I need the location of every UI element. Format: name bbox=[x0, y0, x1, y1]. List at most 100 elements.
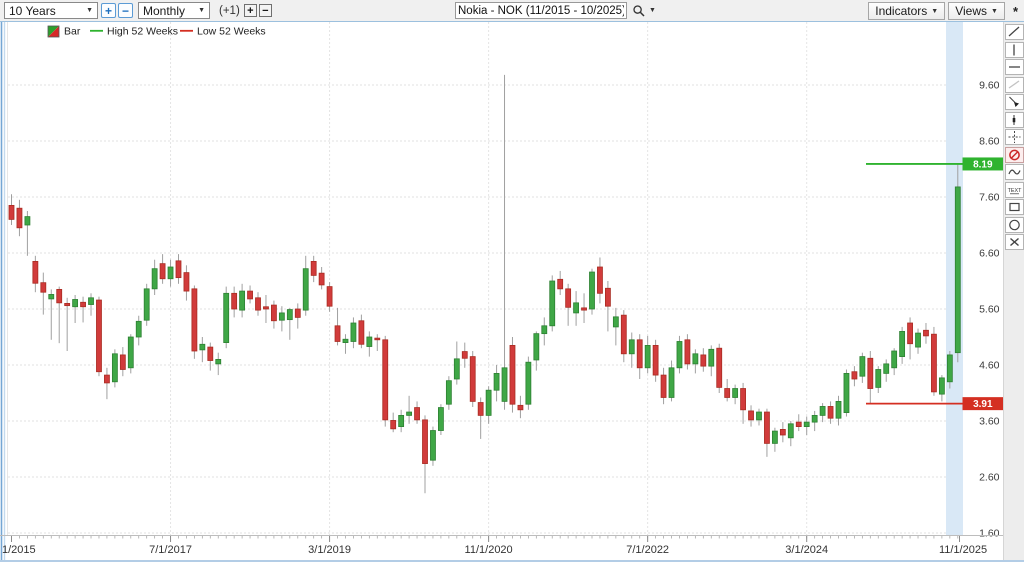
tool-freehand-draw[interactable] bbox=[1005, 164, 1024, 180]
candle-body bbox=[883, 363, 890, 374]
candle-body bbox=[771, 430, 778, 444]
candle-body bbox=[72, 299, 79, 308]
candle-body bbox=[891, 350, 898, 369]
indicators-button[interactable]: Indicators ▼ bbox=[868, 2, 946, 20]
x-tick-label: 1/2015 bbox=[2, 544, 36, 556]
candle-body bbox=[223, 292, 230, 344]
candle-body bbox=[787, 423, 794, 439]
candle-body bbox=[636, 339, 643, 369]
candle-body bbox=[119, 354, 126, 370]
low-52w-badge bbox=[962, 397, 1003, 411]
x-tick-label: 3/1/2024 bbox=[785, 544, 828, 556]
candle-body bbox=[461, 351, 468, 359]
candle-body bbox=[111, 353, 118, 383]
price-chart[interactable]: 9.60 8.60 7.60 6.60 5.60 4.60 3.60 2.60 1.60 Bar H… bbox=[0, 22, 1003, 562]
window-bottom-edge bbox=[0, 560, 1024, 562]
y-tick-label: 9.60 bbox=[979, 80, 1000, 92]
no-drawing-mode-icon bbox=[1009, 149, 1020, 160]
offset-minus-button[interactable]: − bbox=[258, 4, 272, 17]
candle-body bbox=[453, 358, 460, 380]
tool-vertical-line[interactable] bbox=[1005, 41, 1024, 58]
candle-body bbox=[143, 288, 150, 321]
candle-body bbox=[247, 290, 253, 300]
tool-ellipse[interactable] bbox=[1005, 216, 1024, 233]
period-select-value: Monthly bbox=[143, 3, 186, 18]
candle-body bbox=[16, 207, 23, 229]
zoom-out-button[interactable]: − bbox=[118, 3, 133, 18]
candle-body bbox=[278, 312, 285, 321]
ellipse-icon bbox=[1009, 219, 1020, 230]
candle-body bbox=[859, 356, 866, 377]
tool-ray-line[interactable] bbox=[1005, 76, 1024, 93]
candle-body bbox=[406, 411, 413, 416]
tool-trend-line[interactable] bbox=[1005, 24, 1024, 40]
candle-body bbox=[509, 344, 516, 405]
horizontal-line-icon bbox=[1009, 66, 1020, 68]
candle-body bbox=[764, 411, 770, 444]
candle-body bbox=[549, 280, 556, 327]
candle-body bbox=[954, 186, 961, 354]
y-tick-label: 6.60 bbox=[979, 248, 1000, 260]
candle-body bbox=[620, 314, 627, 355]
y-tick-label: 2.60 bbox=[979, 472, 1000, 484]
range-select[interactable]: 10 Years ▼ bbox=[4, 2, 98, 19]
symbol-range-input[interactable] bbox=[455, 2, 627, 19]
candle-body bbox=[342, 338, 349, 343]
toolbar-overflow-star[interactable]: * bbox=[1012, 3, 1018, 19]
candle-body bbox=[56, 288, 63, 304]
candle-body bbox=[32, 260, 39, 284]
views-button[interactable]: Views ▼ bbox=[948, 2, 1005, 20]
candle-body bbox=[199, 343, 206, 351]
chevron-down-icon: ▼ bbox=[198, 7, 205, 14]
zoom-in-button[interactable]: + bbox=[101, 3, 116, 18]
candles bbox=[8, 74, 961, 494]
candle-body bbox=[159, 263, 166, 280]
tool-delete-drawings[interactable] bbox=[1005, 234, 1024, 250]
candle-body bbox=[835, 400, 842, 419]
bar-legend-icon[interactable] bbox=[47, 25, 60, 38]
ray-line-icon bbox=[1008, 79, 1020, 89]
candle-body bbox=[239, 290, 246, 311]
candle-body bbox=[589, 271, 595, 310]
legend-bar-label[interactable]: Bar bbox=[64, 26, 81, 38]
candle-body bbox=[843, 372, 850, 413]
candle-body bbox=[215, 358, 222, 365]
candle-body bbox=[946, 354, 953, 383]
candle-body bbox=[271, 304, 277, 322]
views-button-label: Views bbox=[955, 4, 987, 18]
y-tick-label: 1.60 bbox=[979, 528, 1000, 540]
candle-body bbox=[366, 336, 373, 347]
candle-body bbox=[477, 402, 484, 416]
x-tick-label: 7/1/2017 bbox=[149, 544, 192, 556]
freehand-draw-icon bbox=[1008, 169, 1021, 175]
legend-high-label[interactable]: High 52 Weeks bbox=[107, 26, 178, 38]
candle-body bbox=[231, 292, 238, 310]
candle-body bbox=[48, 294, 55, 300]
candle-body bbox=[318, 272, 325, 286]
tool-no-drawing-mode[interactable] bbox=[1005, 146, 1024, 163]
candle-body bbox=[414, 407, 420, 421]
tool-arrow-annotation[interactable] bbox=[1005, 94, 1024, 110]
tool-crosshair[interactable] bbox=[1005, 129, 1024, 145]
vertical-line-icon bbox=[1013, 44, 1015, 55]
candle-body bbox=[151, 268, 158, 290]
price-marker-icon bbox=[1012, 114, 1016, 125]
tool-horizontal-line[interactable] bbox=[1005, 59, 1024, 75]
tool-rectangle[interactable] bbox=[1005, 199, 1024, 215]
tool-text-annotation[interactable]: TEXT bbox=[1005, 181, 1024, 198]
candle-body bbox=[660, 374, 667, 398]
search-dropdown-caret[interactable]: ▼ bbox=[649, 7, 656, 14]
search-icon[interactable] bbox=[632, 4, 646, 18]
candle-body bbox=[795, 421, 802, 427]
candle-body bbox=[779, 428, 786, 436]
legend-low-label[interactable]: Low 52 Weeks bbox=[197, 26, 266, 38]
candle-body bbox=[533, 333, 540, 361]
legend: Bar High 52 Weeks Low 52 Weeks bbox=[47, 25, 266, 38]
candle-body bbox=[827, 406, 834, 419]
period-select[interactable]: Monthly ▼ bbox=[138, 2, 210, 19]
tool-price-marker[interactable] bbox=[1005, 111, 1024, 128]
candle-body bbox=[931, 333, 937, 393]
offset-plus-button[interactable]: + bbox=[243, 4, 257, 17]
bar-offset-label: (+1) bbox=[219, 4, 240, 17]
